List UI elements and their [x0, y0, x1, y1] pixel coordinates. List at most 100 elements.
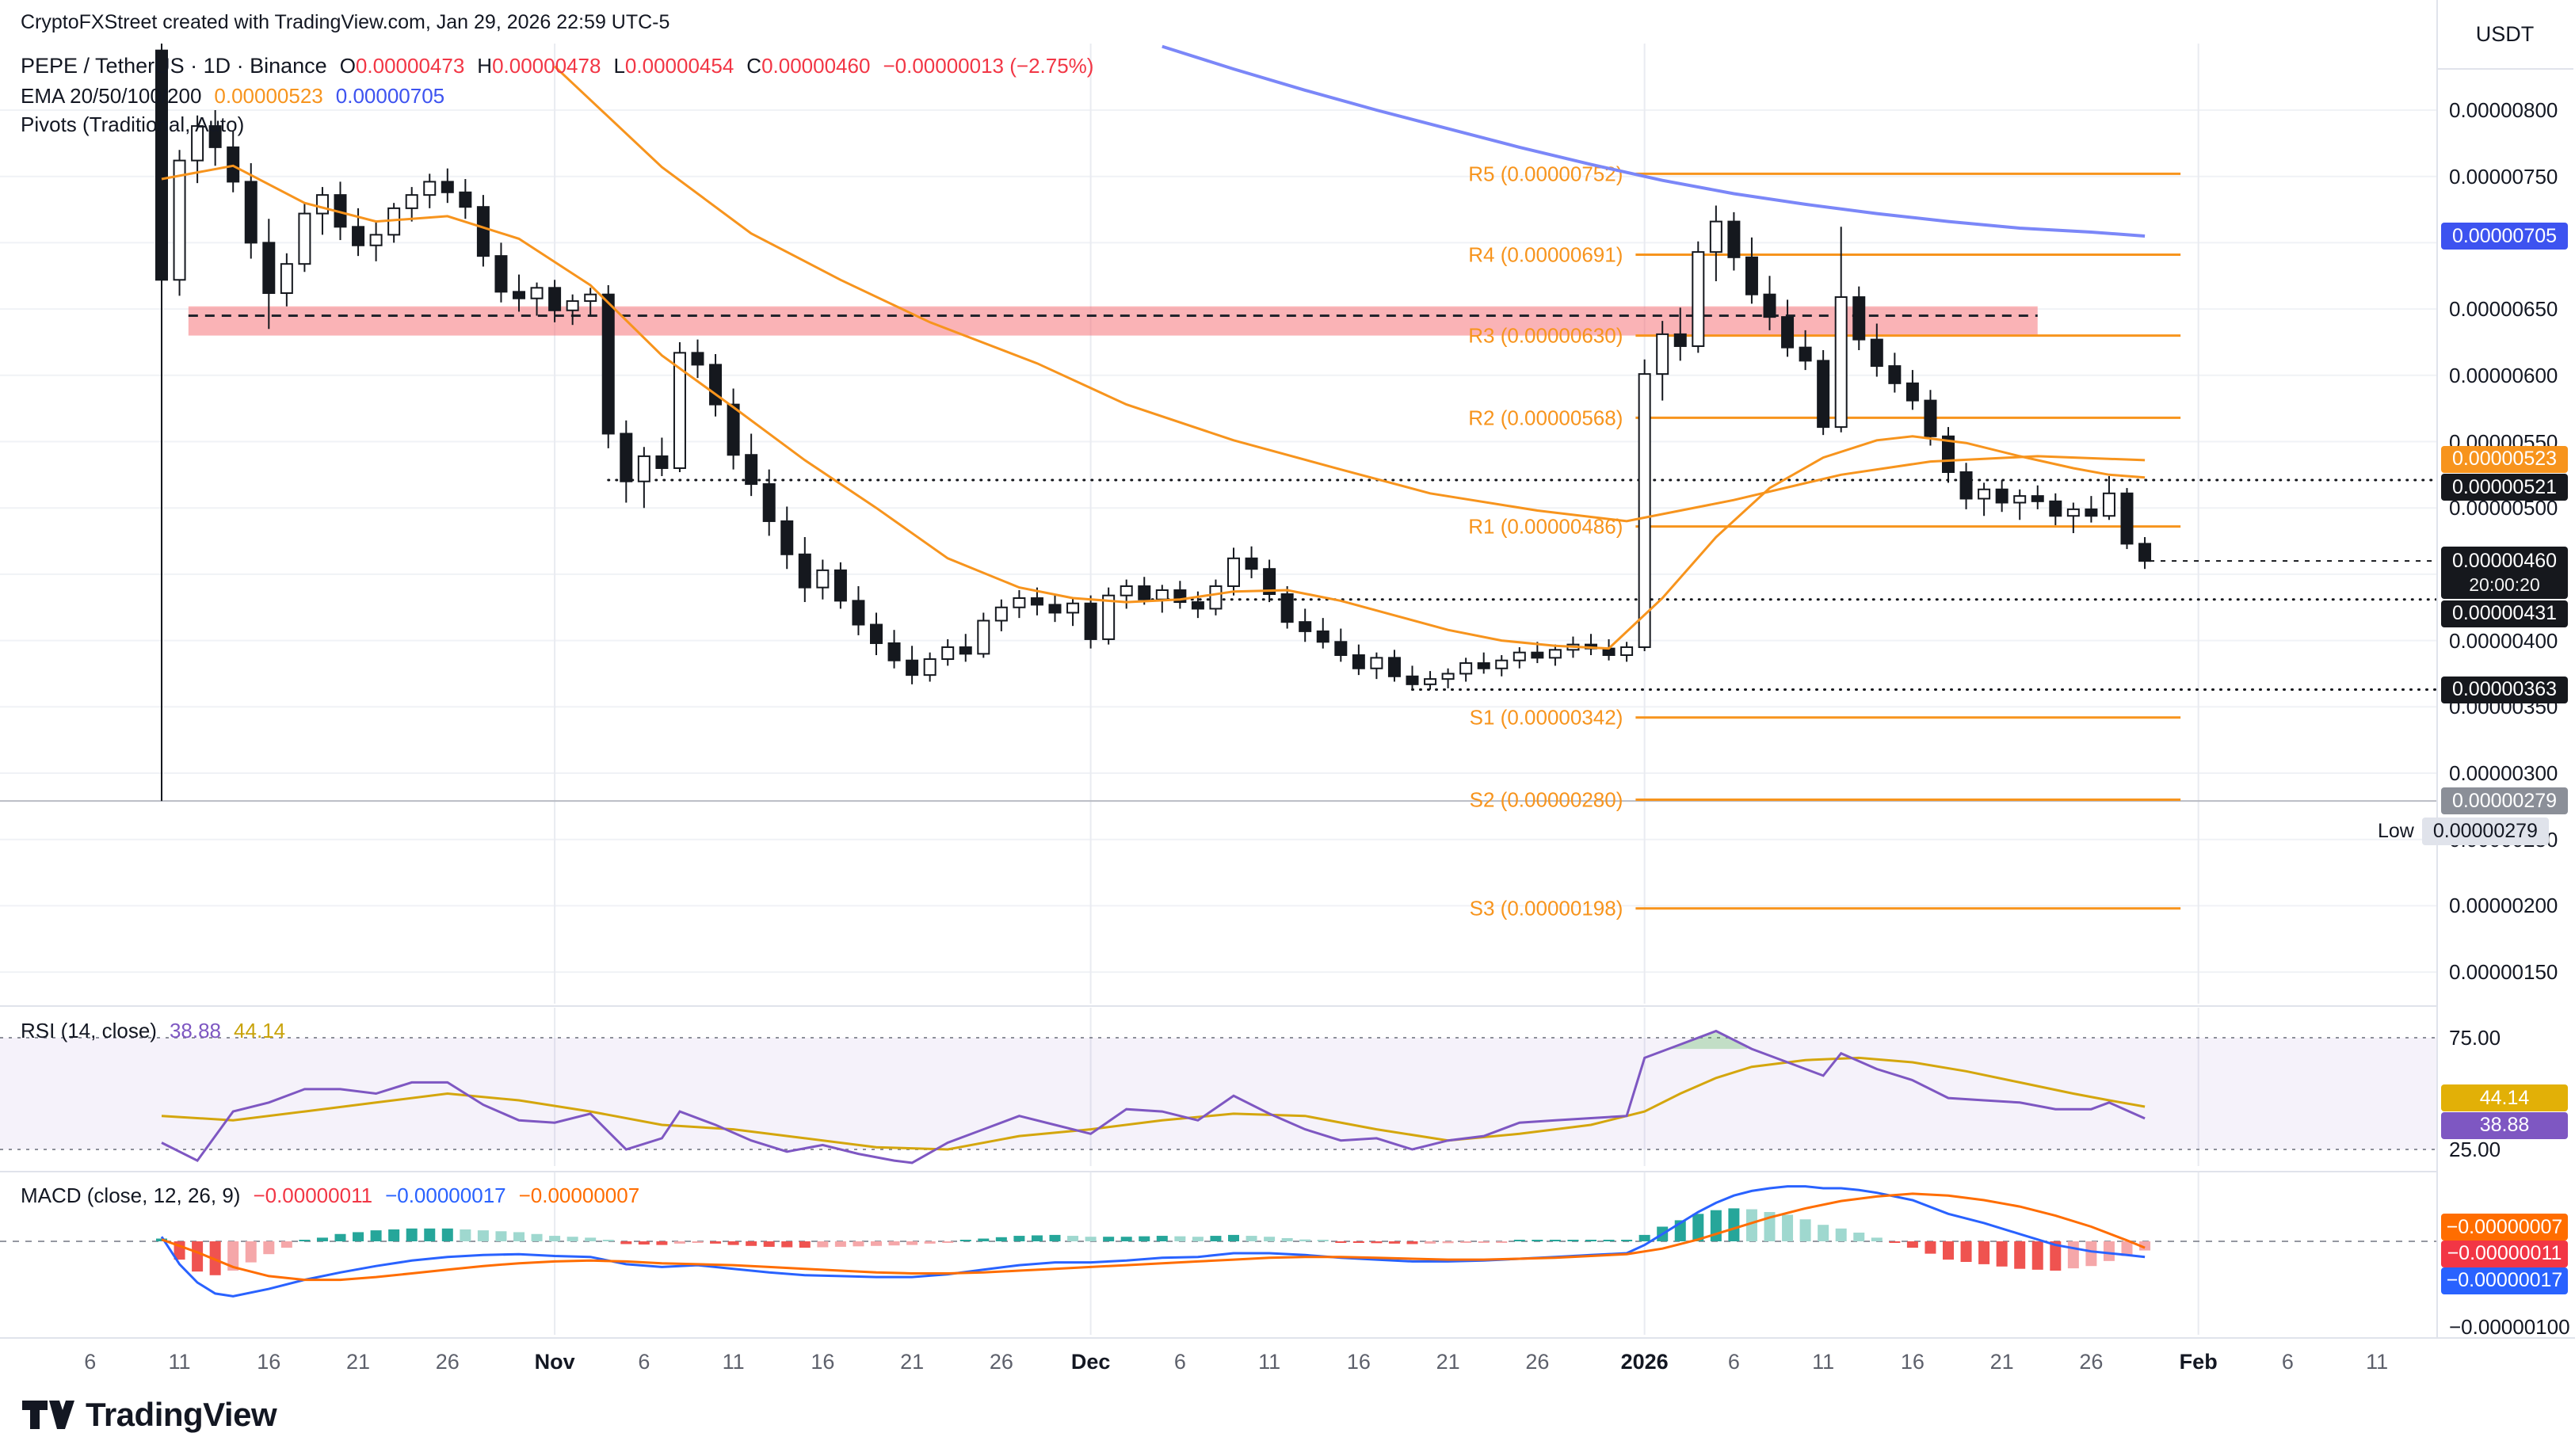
candles[interactable]	[155, 44, 2152, 802]
candle-up	[566, 300, 579, 311]
ohlc-high: H0.00000478	[477, 54, 601, 78]
candle-up	[1620, 646, 1634, 657]
candle-down	[1387, 657, 1401, 677]
pivot-label: R2 (0.00000568)	[1468, 406, 1623, 429]
ema-200-line[interactable]	[1162, 44, 2146, 238]
macd-hist-bar	[1103, 1237, 1115, 1241]
macd-hist-bar	[1246, 1236, 1257, 1241]
axis-badge-rsi: 38.88	[2441, 1111, 2568, 1139]
ohlc-close: C0.00000460	[746, 54, 871, 78]
macd-hist-bar	[1299, 1239, 1311, 1241]
rsi-pane[interactable]	[0, 1008, 2436, 1166]
time-scale[interactable]: 6 11 16 21 26 Nov 6 11 16 21 26 Dec 6 11 16 21 26 2026 6 11…	[0, 1339, 2575, 1391]
candle-down	[208, 125, 222, 148]
candle-up	[369, 234, 383, 246]
macd-hist-bar	[1192, 1237, 1204, 1241]
candle-up	[173, 159, 186, 281]
macd-hist-bar	[334, 1233, 346, 1241]
candle-down	[1316, 630, 1329, 643]
macd-hist-bar	[1352, 1241, 1364, 1243]
macd-hist-bar	[406, 1228, 418, 1241]
ema-fast-line[interactable]	[161, 164, 2146, 650]
candle-down	[1352, 654, 1365, 669]
macd-hist-bar	[799, 1241, 811, 1248]
macd-signal-line[interactable]	[161, 1192, 2146, 1282]
macd-hist-bar	[710, 1241, 722, 1244]
axis-badge-pivot_low: 0.00000279	[2441, 787, 2568, 815]
supply-zone[interactable]	[188, 306, 2038, 336]
macd-hist-bar	[1960, 1241, 1972, 1263]
ohlc-low: L0.00000454	[613, 54, 734, 78]
macd-hist-bar	[978, 1238, 990, 1241]
candle-up	[280, 263, 293, 295]
macd-hist-bar	[1371, 1241, 1383, 1244]
time-label: 11	[168, 1350, 191, 1374]
pane-separator[interactable]	[0, 1171, 2436, 1172]
macd-hist-bar	[1031, 1235, 1043, 1241]
macd-hist-bar	[227, 1241, 239, 1271]
candle-up	[1441, 673, 1455, 680]
macd-hist-bar	[2067, 1241, 2079, 1269]
time-label-major: Dec	[1070, 1350, 1111, 1374]
rsi-ma-line[interactable]	[161, 1056, 2146, 1151]
macd-hist-bar	[888, 1241, 900, 1246]
ema-fast-value: 0.00000523	[214, 84, 323, 108]
candle-down	[1191, 601, 1204, 610]
candle-down	[727, 403, 740, 456]
axis-badge-ema_fast: 0.00000523	[2441, 445, 2568, 473]
pivot-label: S2 (0.00000280)	[1470, 787, 1623, 811]
candle-down	[709, 364, 723, 406]
axis-badge-macd_signal: −0.00000007	[2441, 1214, 2568, 1241]
macd-hist-bar	[1513, 1240, 1525, 1241]
time-label: 6	[1727, 1350, 1740, 1374]
candle-down	[1084, 602, 1097, 640]
price-scale[interactable]: USDT 0.00000800 0.00000750 0.00000650 0.000…	[2378, 0, 2575, 1339]
rsi-tick: 25.00	[2449, 1138, 2501, 1161]
candle-down	[1030, 597, 1043, 606]
main-price-pane[interactable]: R5 (0.00000752)R4 (0.00000691)R3 (0.0000…	[0, 44, 2436, 1004]
candle-down	[1995, 488, 2008, 504]
candle-up	[1495, 659, 1509, 669]
macd-legend[interactable]: MACD (close, 12, 26, 9) −0.00000011 −0.0…	[21, 1183, 639, 1208]
ema-label: EMA 20/50/100/200	[21, 84, 202, 108]
candle-down	[620, 433, 633, 482]
candle-down	[2049, 500, 2062, 517]
macd-hist-bar	[1871, 1237, 1883, 1241]
macd-hist-bar	[1264, 1237, 1276, 1241]
macd-hist-bar	[263, 1241, 275, 1255]
currency-label[interactable]: USDT	[2436, 0, 2573, 70]
candle-down	[834, 569, 847, 602]
macd-hist-bar	[871, 1241, 882, 1246]
candle-up	[1209, 585, 1223, 610]
macd-hist-bar	[781, 1241, 793, 1248]
candle-up	[298, 212, 311, 265]
time-label: 6	[2281, 1350, 2294, 1374]
candle-up	[315, 194, 329, 215]
candle-up	[637, 455, 650, 482]
macd-line[interactable]	[160, 1185, 2146, 1298]
candle-down	[1263, 568, 1276, 596]
candle-up	[1548, 649, 1562, 659]
candle-up	[1656, 333, 1669, 375]
macd-hist-bar	[1853, 1233, 1865, 1241]
tradingview-logo[interactable]: TradingView	[21, 1396, 277, 1434]
macd-hist-bar	[1406, 1241, 1418, 1244]
pane-separator[interactable]	[0, 1005, 2436, 1007]
macd-hist-bar	[1156, 1236, 1168, 1241]
candle-down	[2085, 508, 2098, 517]
time-label: 16	[257, 1350, 281, 1374]
ema-legend[interactable]: EMA 20/50/100/200 0.00000523 0.00000705	[21, 84, 444, 109]
pivots-legend[interactable]: Pivots (Traditional, Auto)	[21, 112, 244, 137]
candle-down	[227, 146, 240, 183]
symbol-legend[interactable]: PEPE / TetherUS · 1D · Binance O0.000004…	[21, 54, 1093, 78]
ema-slow-line[interactable]	[554, 65, 2146, 523]
macd-hist-bar	[1425, 1241, 1436, 1244]
rsi-line[interactable]	[161, 1029, 2146, 1164]
macd-hist-bar	[566, 1237, 578, 1241]
pivot-label: R4 (0.00000691)	[1468, 242, 1623, 266]
macd-pane[interactable]	[0, 1172, 2436, 1335]
price-tick: 0.00000800	[2449, 98, 2558, 122]
rsi-legend[interactable]: RSI (14, close) 38.88 44.14	[21, 1019, 285, 1043]
candle-down	[870, 623, 883, 644]
macd-hist-bar	[2103, 1241, 2115, 1261]
